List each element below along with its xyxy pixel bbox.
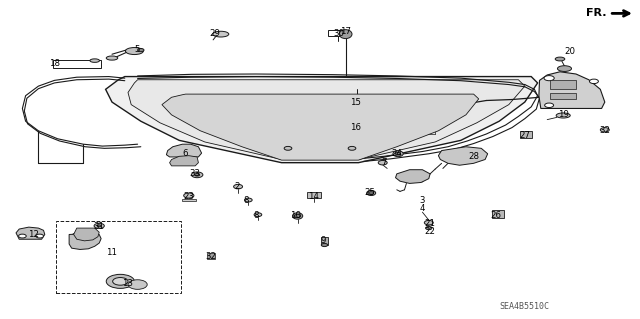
Text: 23: 23 [183, 192, 195, 201]
Circle shape [396, 152, 401, 155]
Text: 25: 25 [364, 189, 376, 197]
Text: 9: 9 [321, 236, 326, 245]
Polygon shape [128, 80, 525, 160]
Text: 2: 2 [234, 182, 239, 191]
Text: 22: 22 [424, 227, 436, 236]
Text: 17: 17 [340, 27, 351, 36]
Circle shape [106, 274, 134, 288]
Circle shape [84, 243, 93, 247]
Bar [328, 30, 348, 36]
Circle shape [234, 184, 243, 189]
Text: FR.: FR. [586, 8, 607, 19]
Ellipse shape [556, 57, 564, 61]
Text: 5: 5 [135, 45, 140, 54]
Text: 27: 27 [519, 131, 531, 140]
Text: 20: 20 [564, 47, 575, 56]
Bar [520, 131, 532, 138]
Circle shape [254, 213, 262, 217]
Circle shape [113, 278, 128, 285]
Circle shape [195, 174, 200, 176]
Circle shape [284, 146, 292, 150]
Circle shape [544, 76, 554, 81]
Text: 15: 15 [349, 98, 361, 107]
Circle shape [128, 280, 147, 289]
Circle shape [369, 192, 374, 194]
Bar [182, 198, 196, 202]
Polygon shape [69, 234, 101, 249]
Text: 30: 30 [333, 29, 345, 38]
Bar [307, 192, 321, 198]
Ellipse shape [556, 113, 570, 118]
Ellipse shape [90, 59, 100, 62]
Polygon shape [438, 147, 488, 165]
Text: 7: 7 [381, 158, 387, 167]
Circle shape [545, 103, 554, 108]
Bar [492, 211, 504, 218]
Ellipse shape [367, 190, 376, 196]
Circle shape [184, 193, 194, 198]
Ellipse shape [292, 213, 303, 219]
Polygon shape [162, 94, 479, 160]
Text: 3: 3 [420, 197, 425, 205]
Text: 21: 21 [424, 219, 436, 228]
Text: 11: 11 [106, 248, 118, 256]
Text: 29: 29 [209, 29, 220, 38]
Circle shape [426, 226, 432, 230]
Text: 28: 28 [468, 152, 479, 161]
Circle shape [294, 214, 301, 218]
Circle shape [348, 146, 356, 150]
Circle shape [97, 225, 101, 227]
Circle shape [88, 237, 98, 242]
Bar [207, 253, 215, 259]
Circle shape [378, 160, 387, 165]
Circle shape [72, 233, 84, 239]
Text: 16: 16 [349, 123, 361, 132]
Circle shape [138, 48, 144, 52]
Circle shape [94, 223, 104, 228]
Circle shape [424, 220, 433, 225]
Polygon shape [539, 72, 605, 108]
Text: 10: 10 [290, 211, 301, 220]
Ellipse shape [339, 30, 352, 39]
Bar [550, 93, 576, 99]
Polygon shape [106, 77, 538, 163]
Text: 31: 31 [93, 222, 105, 231]
Circle shape [36, 234, 44, 238]
Polygon shape [170, 156, 198, 166]
Polygon shape [74, 228, 99, 241]
Bar [550, 80, 576, 89]
Ellipse shape [557, 66, 572, 71]
Ellipse shape [106, 56, 118, 60]
Polygon shape [396, 170, 430, 183]
Text: 6: 6 [183, 149, 188, 158]
Circle shape [321, 243, 328, 247]
Ellipse shape [212, 31, 229, 37]
Text: SEA4B5510C: SEA4B5510C [500, 302, 550, 311]
Bar [321, 237, 328, 245]
Text: 18: 18 [49, 59, 60, 68]
Text: 33: 33 [189, 169, 201, 178]
Text: 14: 14 [308, 192, 319, 201]
Bar [52, 60, 100, 68]
Ellipse shape [393, 151, 403, 157]
Text: 4: 4 [420, 204, 425, 213]
Text: 8: 8 [244, 197, 249, 205]
Circle shape [600, 128, 609, 132]
Text: 8: 8 [253, 211, 259, 220]
Text: 19: 19 [558, 110, 568, 119]
Ellipse shape [125, 48, 143, 55]
Text: 12: 12 [28, 230, 39, 239]
Circle shape [191, 172, 203, 178]
Text: 13: 13 [122, 279, 134, 288]
Bar [56, 221, 181, 293]
Text: 26: 26 [490, 211, 502, 220]
Text: 32: 32 [599, 126, 611, 135]
Polygon shape [16, 227, 45, 239]
Circle shape [19, 234, 26, 238]
Text: 32: 32 [205, 252, 217, 261]
Text: 24: 24 [391, 149, 403, 158]
Circle shape [589, 79, 598, 84]
Circle shape [244, 198, 252, 202]
Polygon shape [166, 144, 202, 157]
